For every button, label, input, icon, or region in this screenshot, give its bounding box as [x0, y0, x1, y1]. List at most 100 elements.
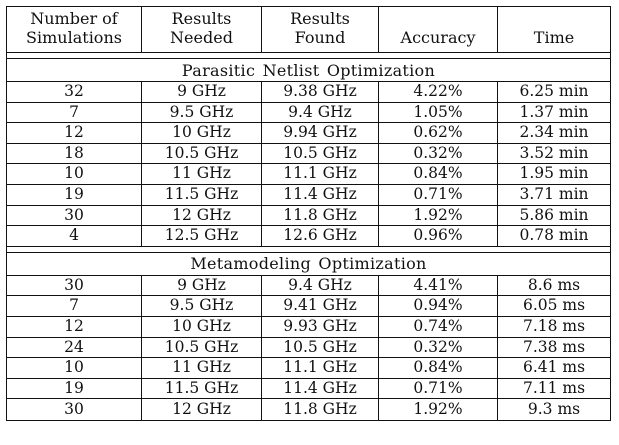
section-title: Parasitic Netlist Optimization [7, 59, 610, 82]
cell-time: 6.05 ms [522, 296, 586, 315]
cell-accuracy: 0.32% [379, 143, 498, 164]
cell-results-found: 9.94 GHz [262, 123, 379, 143]
cell-time: 3.71 min [519, 185, 589, 204]
cell-results-found: 11.1 GHz [262, 164, 379, 184]
header-line: Results [290, 9, 350, 28]
table-row: 19 11.5 GHz 11.4 GHz 0.71% 3.71 min [7, 184, 610, 206]
cell-results-needed: 10.5 GHz [142, 337, 262, 358]
section-parasitic: Parasitic Netlist Optimization 32 9 GHz 9.3… [7, 59, 610, 247]
cell-accuracy: 0.96% [379, 226, 498, 246]
cell-results-found: 9.4 GHz [262, 275, 379, 296]
cell-accuracy: 1.92% [379, 399, 498, 420]
header-line: Results [171, 9, 232, 28]
table-row: 30 9 GHz 9.4 GHz 4.41% 8.6 ms [7, 275, 610, 297]
results-table: Number of Simulations Results Needed Res… [6, 6, 611, 421]
cell-accuracy: 0.71% [379, 184, 498, 205]
cell-results-needed: 11 GHz [142, 164, 262, 184]
cell-num-simulations: 7 [7, 102, 142, 123]
header-num-simulations: Number of Simulations [7, 7, 142, 52]
cell-time: 1.95 min [519, 164, 589, 183]
cell-results-found: 9.4 GHz [262, 102, 379, 123]
cell-time: 8.6 ms [527, 275, 581, 294]
cell-time: 3.52 min [519, 143, 589, 162]
cell-time: 2.34 min [519, 123, 589, 142]
cell-results-needed: 9.5 GHz [142, 296, 262, 316]
cell-num-simulations: 24 [7, 337, 142, 358]
cell-results-needed: 10 GHz [142, 123, 262, 143]
cell-accuracy: 0.32% [379, 337, 498, 358]
cell-accuracy: 0.62% [379, 123, 498, 143]
cell-time: 6.41 ms [522, 358, 586, 377]
cell-num-simulations: 4 [7, 226, 142, 246]
section-spacer [7, 247, 610, 253]
cell-num-simulations: 32 [7, 82, 142, 102]
cell-accuracy: 0.71% [379, 378, 498, 399]
cell-num-simulations: 18 [7, 143, 142, 164]
table-row: 4 12.5 GHz 12.6 GHz 0.96% 0.78 min [7, 226, 610, 247]
cell-time: 7.38 ms [522, 337, 586, 356]
cell-results-needed: 12 GHz [142, 399, 262, 420]
section-metamodeling: Metamodeling Optimization 30 9 GHz 9.4 GHz 4… [7, 253, 610, 420]
table-row: 32 9 GHz 9.38 GHz 4.22% 6.25 min [7, 82, 610, 103]
section-title: Metamodeling Optimization [7, 253, 610, 276]
cell-time: 5.86 min [519, 205, 589, 224]
header-time: Time [498, 7, 610, 52]
cell-results-found: 11.8 GHz [262, 205, 379, 226]
cell-num-simulations: 10 [7, 164, 142, 184]
cell-results-needed: 9 GHz [142, 82, 262, 102]
cell-accuracy: 1.92% [379, 205, 498, 226]
section-spacer [7, 53, 610, 59]
cell-accuracy: 0.84% [379, 164, 498, 184]
cell-num-simulations: 30 [7, 205, 142, 226]
cell-time: 6.25 min [519, 82, 589, 101]
cell-num-simulations: 30 [7, 275, 142, 296]
cell-num-simulations: 10 [7, 358, 142, 378]
cell-results-needed: 11.5 GHz [142, 184, 262, 205]
cell-results-needed: 11.5 GHz [142, 378, 262, 399]
cell-results-found: 9.38 GHz [262, 82, 379, 102]
header-results-needed: Results Needed [142, 7, 262, 52]
cell-time: 9.3 ms [527, 399, 581, 418]
cell-results-needed: 11 GHz [142, 358, 262, 378]
cell-accuracy: 0.84% [379, 358, 498, 378]
table-row: 10 11 GHz 11.1 GHz 0.84% 6.41 ms [7, 358, 610, 379]
cell-results-found: 9.93 GHz [262, 316, 379, 337]
table-header-row: Number of Simulations Results Needed Res… [7, 7, 610, 53]
cell-time: 7.11 ms [522, 378, 586, 397]
cell-results-found: 11.4 GHz [262, 184, 379, 205]
cell-accuracy: 0.74% [379, 316, 498, 337]
cell-num-simulations: 30 [7, 399, 142, 420]
cell-results-needed: 10 GHz [142, 316, 262, 337]
header-results-found: Results Found [262, 7, 379, 52]
cell-num-simulations: 19 [7, 378, 142, 399]
cell-num-simulations: 12 [7, 123, 142, 143]
table-row: 18 10.5 GHz 10.5 GHz 0.32% 3.52 min [7, 143, 610, 165]
header-line: Time [533, 28, 575, 47]
cell-accuracy: 4.41% [379, 275, 498, 296]
table-row: 12 10 GHz 9.93 GHz 0.74% 7.18 ms [7, 316, 610, 338]
cell-results-found: 11.8 GHz [262, 399, 379, 420]
cell-results-needed: 12 GHz [142, 205, 262, 226]
cell-results-found: 10.5 GHz [262, 337, 379, 358]
table-row: 30 12 GHz 11.8 GHz 1.92% 9.3 ms [7, 399, 610, 420]
cell-results-found: 9.41 GHz [262, 296, 379, 316]
table-row: 24 10.5 GHz 10.5 GHz 0.32% 7.38 ms [7, 337, 610, 359]
header-line: Found [294, 28, 346, 47]
table-row: 12 10 GHz 9.94 GHz 0.62% 2.34 min [7, 123, 610, 144]
header-line: Accuracy [400, 28, 476, 47]
cell-num-simulations: 12 [7, 316, 142, 337]
table-row: 10 11 GHz 11.1 GHz 0.84% 1.95 min [7, 164, 610, 185]
cell-results-found: 11.4 GHz [262, 378, 379, 399]
cell-results-found: 10.5 GHz [262, 143, 379, 164]
table-row: 19 11.5 GHz 11.4 GHz 0.71% 7.11 ms [7, 378, 610, 400]
cell-results-needed: 9 GHz [142, 275, 262, 296]
table-row: 7 9.5 GHz 9.41 GHz 0.94% 6.05 ms [7, 296, 610, 317]
cell-num-simulations: 7 [7, 296, 142, 316]
cell-results-needed: 9.5 GHz [142, 102, 262, 123]
header-line: Needed [170, 28, 233, 47]
cell-accuracy: 1.05% [379, 102, 498, 123]
header-line: Simulations [26, 28, 122, 47]
table-row: 30 12 GHz 11.8 GHz 1.92% 5.86 min [7, 205, 610, 227]
cell-results-found: 12.6 GHz [262, 226, 379, 246]
cell-time: 7.18 ms [522, 316, 586, 335]
